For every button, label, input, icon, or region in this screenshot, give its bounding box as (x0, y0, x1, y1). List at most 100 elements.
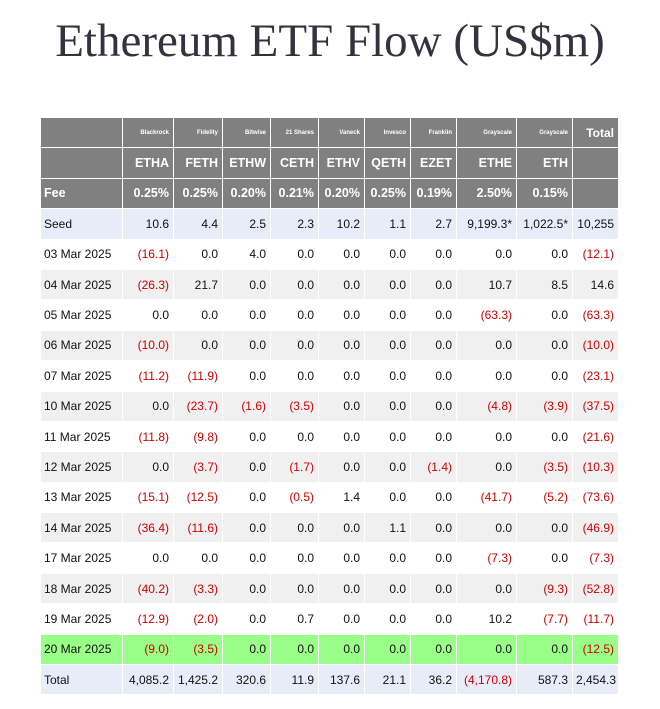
flow-value: 11.9 (270, 664, 319, 696)
flow-value: (7.3) (572, 542, 619, 574)
row-label: 17 Mar 2025 (40, 542, 123, 574)
flow-value: 0.0 (410, 603, 457, 635)
flow-value: 0.0 (410, 420, 457, 453)
row-label: 03 Mar 2025 (40, 238, 123, 270)
fee: 0.25% (173, 177, 223, 210)
flow-value: 1,022.5* (516, 208, 573, 240)
data-row: 11 Mar 2025 (11.8) (9.8) 0.0 0.0 0.0 0.0 0.0 0.0… (40, 420, 619, 453)
flow-value: 1,425.2 (173, 664, 223, 696)
flow-value: 0.0 (222, 451, 271, 483)
flow-value: 0.0 (122, 542, 174, 574)
flow-value: (23.7) (173, 390, 223, 422)
flow-value: (3.3) (173, 572, 223, 605)
flow-value: 4,085.2 (122, 664, 174, 696)
flow-value: 0.0 (270, 299, 319, 331)
ticker: ETHE (456, 147, 517, 179)
flow-value: 0.0 (173, 542, 223, 574)
flow-value: 0.0 (516, 360, 573, 392)
data-row: 04 Mar 2025 (26.3) 21.7 0.0 0.0 0.0 0.0 0.0 10.7… (40, 268, 619, 301)
flow-value: (10.0) (122, 329, 174, 362)
issuer: Bitwise (222, 116, 271, 149)
header-cell (572, 177, 619, 210)
flow-value: 0.0 (318, 360, 365, 392)
flow-value: 4.0 (222, 238, 271, 270)
flow-value: 1.1 (364, 512, 411, 544)
flow-value: (16.1) (122, 238, 174, 270)
flow-value: 2,454.3 (572, 664, 619, 696)
flow-value: 0.0 (222, 268, 271, 301)
flow-value: 0.0 (222, 420, 271, 453)
flow-value: (63.3) (572, 299, 619, 331)
fee: 0.25% (122, 177, 174, 210)
flow-value: 0.0 (318, 603, 365, 635)
flow-value: 2.7 (410, 208, 457, 240)
data-row: 19 Mar 2025 (12.9) (2.0) 0.0 0.7 0.0 0.0 0.0 10.… (40, 603, 619, 635)
flow-value: 0.0 (410, 299, 457, 331)
flow-value: 10.6 (122, 208, 174, 240)
row-label: 06 Mar 2025 (40, 329, 123, 362)
data-row: 20 Mar 2025 (9.0) (3.5) 0.0 0.0 0.0 0.0 0.0 0.0 0… (40, 633, 619, 666)
fee: 0.25% (364, 177, 411, 210)
fee: 2.50% (456, 177, 517, 210)
flow-value: 0.0 (270, 238, 319, 270)
flow-value: 0.0 (456, 633, 517, 666)
flow-value: 0.0 (270, 420, 319, 453)
ticker: EZET (410, 147, 457, 179)
flow-value: 0.0 (364, 268, 411, 301)
flow-value: 2.5 (222, 208, 271, 240)
fee: 0.19% (410, 177, 457, 210)
flow-value: 0.0 (456, 451, 517, 483)
flow-value: 4.4 (173, 208, 223, 240)
flow-value: 0.0 (364, 299, 411, 331)
row-label: 20 Mar 2025 (40, 633, 123, 666)
row-label: 10 Mar 2025 (40, 390, 123, 422)
data-row: Seed 10.6 4.4 2.5 2.3 10.2 1.1 2.7 9,199.3* 1,022… (40, 208, 619, 240)
flow-value: (12.9) (122, 603, 174, 635)
flow-value: 0.0 (318, 238, 365, 270)
ticker: FETH (173, 147, 223, 179)
flow-value: (7.7) (516, 603, 573, 635)
ticker: QETH (364, 147, 411, 179)
flow-value: 0.0 (222, 299, 271, 331)
row-label: 04 Mar 2025 (40, 268, 123, 301)
fee-row: Fee 0.25% 0.25% 0.20% 0.21% 0.20% 0.25% 0.19% 2.… (40, 177, 619, 210)
flow-value: (1.6) (222, 390, 271, 422)
flow-value: 0.0 (456, 512, 517, 544)
flow-value: 0.0 (318, 512, 365, 544)
data-row: 12 Mar 2025 0.0 (3.7) 0.0 (1.7) 0.0 0.0 (1.4) 0.… (40, 451, 619, 483)
row-label: 18 Mar 2025 (40, 572, 123, 605)
flow-value: 0.0 (364, 451, 411, 483)
ticker: ETH (516, 147, 573, 179)
row-label: 11 Mar 2025 (40, 420, 123, 453)
data-row: 18 Mar 2025 (40.2) (3.3) 0.0 0.0 0.0 0.0 0.0 0.0… (40, 572, 619, 605)
flow-value: (40.2) (122, 572, 174, 605)
flow-value: 0.0 (410, 512, 457, 544)
flow-value: 0.0 (318, 451, 365, 483)
flow-value: 0.0 (364, 420, 411, 453)
flow-value: 0.0 (318, 268, 365, 301)
flow-value: 0.0 (270, 512, 319, 544)
flow-value: 0.0 (456, 420, 517, 453)
flow-value: 0.0 (270, 633, 319, 666)
flow-value: (2.0) (173, 603, 223, 635)
flow-value: 0.0 (270, 329, 319, 362)
flow-value: 0.0 (122, 390, 174, 422)
flow-value: 0.0 (270, 268, 319, 301)
flow-value: 0.0 (410, 268, 457, 301)
flow-value: (10.3) (572, 451, 619, 483)
flow-value: (11.9) (173, 360, 223, 392)
flow-value: 0.0 (364, 542, 411, 574)
flow-value: (26.3) (122, 268, 174, 301)
ticker: ETHW (222, 147, 271, 179)
flow-value: 0.0 (222, 512, 271, 544)
flow-value: 0.0 (364, 572, 411, 605)
flow-value: 0.0 (222, 360, 271, 392)
flow-value: 9,199.3* (456, 208, 517, 240)
flow-value: 0.0 (222, 481, 271, 514)
flow-value: 0.0 (364, 390, 411, 422)
header-cell (40, 116, 123, 149)
header-cell (40, 147, 123, 179)
flow-value: 137.6 (318, 664, 365, 696)
flow-value: (3.5) (516, 451, 573, 483)
flow-value: 0.0 (410, 633, 457, 666)
